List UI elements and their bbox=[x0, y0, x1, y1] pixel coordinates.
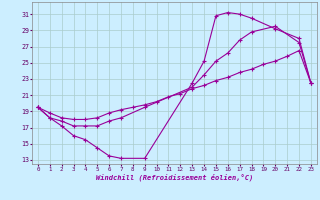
X-axis label: Windchill (Refroidissement éolien,°C): Windchill (Refroidissement éolien,°C) bbox=[96, 173, 253, 181]
